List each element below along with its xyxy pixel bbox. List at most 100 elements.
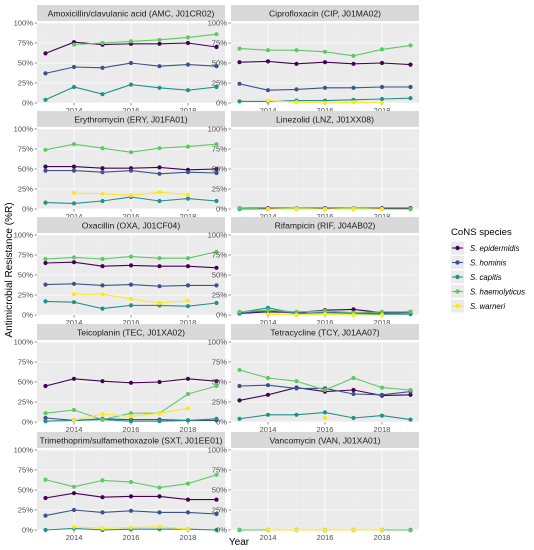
y-tick-label: 50%: [212, 59, 227, 68]
y-tick-label: 100%: [14, 19, 34, 28]
data-point: [351, 387, 356, 393]
y-tick-label: 25%: [18, 398, 33, 407]
data-point: [71, 260, 77, 265]
data-point: [351, 85, 356, 90]
data-point: [379, 312, 385, 318]
data-point: [185, 62, 191, 67]
data-point: [100, 495, 105, 500]
x-tick-label: 2018: [180, 425, 197, 434]
x-tick-label: 2018: [374, 533, 391, 542]
data-point: [294, 87, 299, 92]
data-point: [185, 35, 191, 40]
data-point: [237, 60, 242, 65]
x-tick-label: 2016: [317, 425, 334, 434]
data-point: [71, 190, 77, 196]
data-point: [43, 71, 48, 76]
data-point: [185, 298, 191, 303]
data-point: [265, 88, 271, 93]
data-point: [185, 264, 191, 269]
y-tick-label: 25%: [18, 506, 33, 515]
data-point: [43, 415, 48, 421]
panel-strip: [231, 324, 419, 340]
x-tick-label: 2016: [123, 318, 140, 327]
y-tick-label: 50%: [212, 271, 227, 280]
data-point: [322, 100, 328, 106]
data-point: [157, 264, 162, 269]
y-tick-label: 0%: [22, 418, 33, 427]
data-point: [214, 383, 219, 389]
y-tick-label: 100%: [208, 19, 228, 28]
x-tick-label: 2014: [260, 106, 277, 115]
data-point: [157, 510, 162, 515]
y-tick-label: 50%: [18, 378, 33, 387]
data-point: [214, 283, 219, 288]
data-point: [214, 472, 219, 477]
legend-key-point: [455, 303, 460, 309]
data-point: [214, 142, 219, 147]
data-point: [100, 170, 105, 175]
data-point: [265, 527, 271, 533]
y-tick-label: 100%: [208, 338, 228, 347]
data-point: [322, 60, 328, 65]
data-point: [408, 62, 413, 67]
data-point: [379, 392, 385, 397]
data-point: [157, 379, 162, 385]
y-tick-label: 25%: [212, 398, 227, 407]
panel-title: Erythromycin (ERY, J01FA01): [74, 115, 187, 125]
data-point: [237, 81, 242, 86]
data-point: [128, 150, 134, 155]
data-point: [294, 100, 299, 105]
data-point: [157, 146, 162, 151]
data-point: [214, 416, 219, 421]
data-point: [351, 527, 356, 533]
data-point: [100, 417, 105, 422]
x-tick-label: 2014: [66, 533, 83, 542]
x-tick-label: 2018: [374, 106, 391, 115]
x-tick-label: 2016: [123, 533, 140, 542]
data-point: [237, 46, 242, 51]
data-point: [157, 41, 162, 46]
data-point: [408, 206, 413, 212]
data-point: [351, 100, 356, 105]
data-point: [214, 198, 219, 204]
panel-strip: [37, 111, 225, 127]
data-point: [322, 312, 328, 317]
data-point: [128, 525, 134, 530]
y-tick-label: 75%: [18, 145, 33, 154]
data-point: [71, 84, 77, 90]
data-point: [128, 479, 134, 485]
data-point: [322, 85, 328, 90]
panel-5: Oxacillin (OXA, J01CF04) 0% 25% 50% 75% 100% 2…: [14, 217, 225, 327]
y-tick-label: 75%: [212, 466, 227, 475]
data-point: [237, 309, 242, 314]
data-point: [185, 196, 191, 201]
data-point: [43, 299, 48, 304]
data-point: [128, 411, 134, 416]
x-tick-label: 2016: [123, 106, 140, 115]
data-point: [157, 85, 162, 90]
data-point: [379, 60, 385, 66]
y-axis-title: Antimicrobial Resistance (%R): [4, 202, 15, 337]
data-point: [185, 391, 191, 397]
data-point: [128, 193, 134, 198]
data-point: [100, 510, 105, 515]
data-point: [408, 84, 413, 90]
data-point: [71, 168, 77, 173]
data-point: [43, 200, 48, 205]
data-point: [214, 84, 219, 90]
data-point: [185, 418, 191, 423]
x-tick-label: 2018: [374, 425, 391, 434]
data-point: [71, 42, 77, 47]
data-point: [157, 284, 162, 289]
data-point: [100, 191, 105, 196]
data-point: [214, 497, 219, 502]
data-point: [100, 256, 105, 262]
y-tick-label: 25%: [18, 79, 33, 88]
data-point: [322, 527, 328, 533]
data-point: [185, 170, 191, 175]
data-point: [100, 526, 105, 531]
panel-7: Teicoplanin (TEC, J01XA02) 0% 25% 50% 75% 100…: [14, 324, 225, 434]
data-point: [185, 527, 191, 532]
y-tick-label: 25%: [18, 185, 33, 194]
data-point: [100, 306, 105, 311]
